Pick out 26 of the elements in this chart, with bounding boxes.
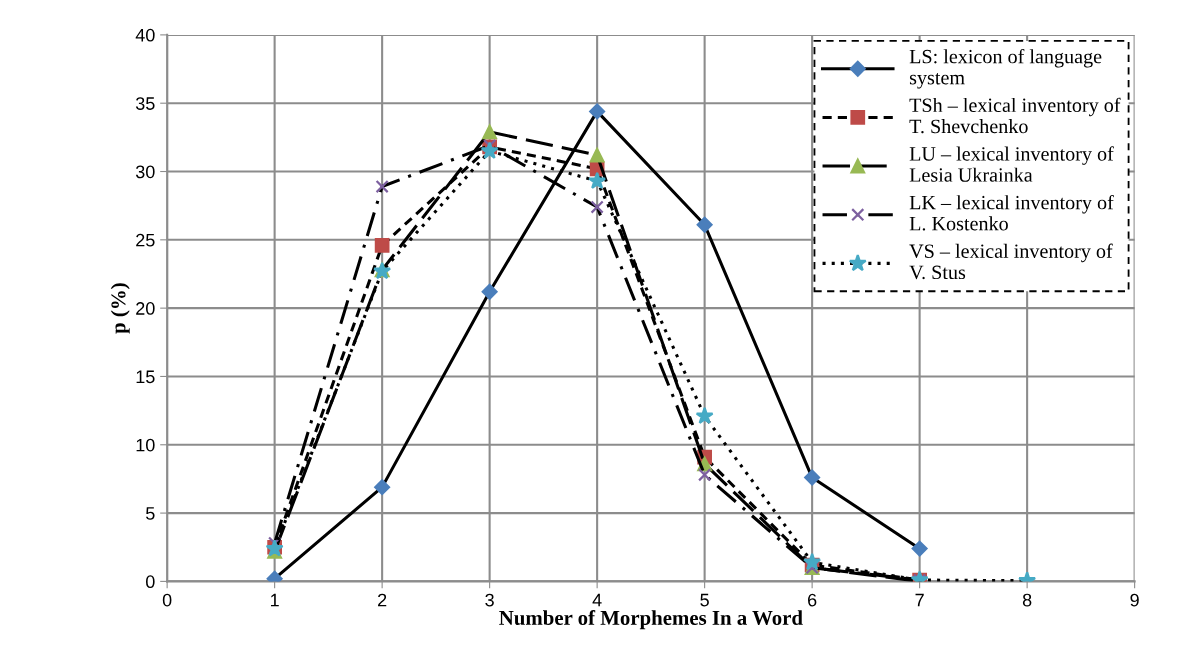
x-tick-label: 7 [915,593,924,607]
y-tick-label: 40 [135,28,155,42]
x-tick-label: 1 [270,593,279,607]
y-tick-label: 15 [136,370,155,384]
y-tick-label: 20 [136,302,155,315]
x-tick-label: 6 [808,593,817,607]
legend-label: LK – lexical inventory of L. Kostenko [909,194,1114,231]
x-tick-label: 5 [700,593,709,607]
legend-label: VS – lexical inventory of V. Stus [909,243,1113,280]
x-axis-title: Number of Morphemes In a Word [499,610,803,630]
legend-label: LU – lexical inventory of Lesia Ukrainka [909,146,1114,182]
y-tick-label: 5 [146,507,155,520]
y-tick-label: 30 [135,165,155,179]
legend-label: TSh – lexical inventory of T. Shevchenko [909,97,1121,134]
y-tick-label: 35 [135,97,155,110]
x-tick-label: 8 [1022,593,1032,607]
x-tick-label: 0 [162,593,172,607]
y-tick-label: 10 [136,438,155,452]
y-tick-label: 0 [145,575,155,589]
x-tick-label: 9 [1130,593,1139,607]
y-tick-label: 25 [136,233,155,247]
x-tick-label: 2 [378,593,387,607]
x-tick-label: 3 [485,593,494,607]
x-tick-label: 4 [592,593,602,607]
y-axis-title: p (%) [110,283,130,334]
legend-label: LS: lexicon of language system [909,48,1102,89]
